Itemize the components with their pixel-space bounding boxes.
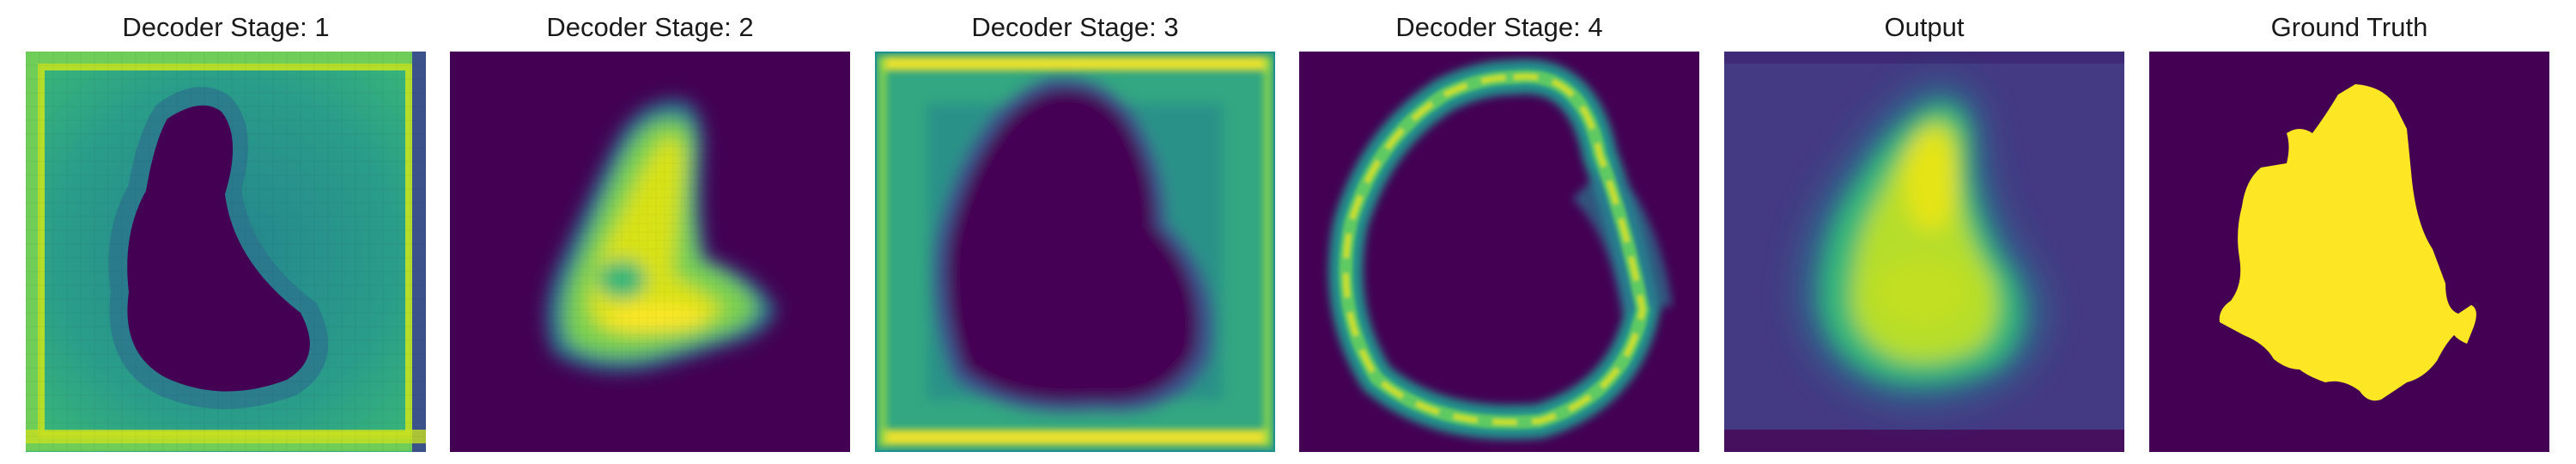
panel-title: Decoder Stage: 1 [122,12,330,42]
panel-decoder-stage-1: Decoder Stage: 1 [26,0,426,464]
panel-decoder-stage-4: Decoder Stage: 4 [1299,0,1699,464]
decoder-stage-4-heatmap [1299,52,1699,452]
panel-output: Output [1724,0,2124,464]
panel-title: Decoder Stage: 4 [1395,12,1603,42]
output-heatmap [1724,52,2124,452]
panel-title: Decoder Stage: 3 [971,12,1179,42]
panel-decoder-stage-3: Decoder Stage: 3 [875,0,1275,464]
panel-title: Output [1884,12,1965,42]
panel-title: Decoder Stage: 2 [546,12,754,42]
decoder-stage-2-heatmap [450,52,850,452]
decoder-stage-1-heatmap [26,52,426,452]
panel-decoder-stage-2: Decoder Stage: 2 [450,0,850,464]
decoder-stage-3-heatmap [875,52,1275,452]
panel-ground-truth: Ground Truth [2149,0,2549,464]
ground-truth-mask [2149,52,2549,452]
panel-title: Ground Truth [2270,12,2428,42]
